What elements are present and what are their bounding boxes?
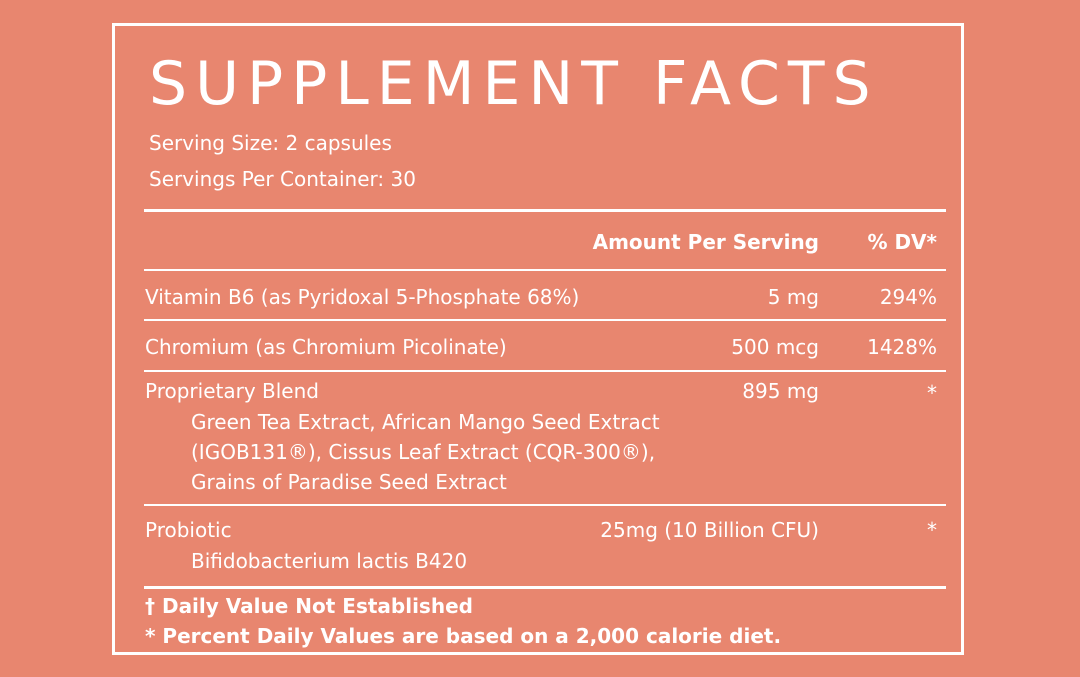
divider	[144, 269, 946, 271]
row-probiotic-name: Probiotic	[145, 518, 232, 542]
row-proprietary-blend-ingredients: Green Tea Extract, African Mango Seed Ex…	[191, 407, 660, 497]
row-chromium-name: Chromium (as Chromium Picolinate)	[145, 335, 507, 359]
supplement-facts-panel: SUPPLEMENT FACTS Serving Size: 2 capsule…	[112, 23, 964, 655]
row-proprietary-blend-name: Proprietary Blend	[145, 379, 319, 403]
divider	[144, 504, 946, 506]
divider	[144, 319, 946, 321]
divider	[144, 370, 946, 372]
ingredient-line: (IGOB131®), Cissus Leaf Extract (CQR-300…	[191, 440, 656, 464]
row-probiotic-strain: Bifidobacterium lactis B420	[191, 546, 467, 576]
header-dv: % DV*	[867, 230, 937, 254]
ingredient-line: Bifidobacterium lactis B420	[191, 549, 468, 573]
row-chromium-amount: 500 mcg	[731, 335, 819, 359]
row-vitamin-b6-amount: 5 mg	[767, 285, 819, 309]
serving-size: Serving Size: 2 capsules	[149, 131, 392, 155]
row-probiotic-dv: *	[927, 518, 937, 542]
row-proprietary-blend-amount: 895 mg	[742, 379, 819, 403]
divider-thick-top	[144, 209, 946, 212]
header-amount: Amount Per Serving	[592, 230, 819, 254]
row-probiotic-amount: 25mg (10 Billion CFU)	[600, 518, 819, 542]
row-proprietary-blend-dv: *	[927, 381, 937, 405]
divider-thick-bottom	[144, 586, 946, 589]
row-chromium-dv: 1428%	[867, 335, 937, 359]
panel-title: SUPPLEMENT FACTS	[149, 49, 879, 119]
footnote-daily-value: † Daily Value Not Established	[145, 594, 473, 618]
servings-per-container: Servings Per Container: 30	[149, 167, 416, 191]
row-vitamin-b6-dv: 294%	[879, 285, 937, 309]
footnote-percent-daily: * Percent Daily Values are based on a 2,…	[145, 624, 782, 648]
ingredient-line: Grains of Paradise Seed Extract	[191, 470, 507, 494]
ingredient-line: Green Tea Extract, African Mango Seed Ex…	[191, 410, 660, 434]
row-vitamin-b6-name: Vitamin B6 (as Pyridoxal 5-Phosphate 68%…	[145, 285, 580, 309]
